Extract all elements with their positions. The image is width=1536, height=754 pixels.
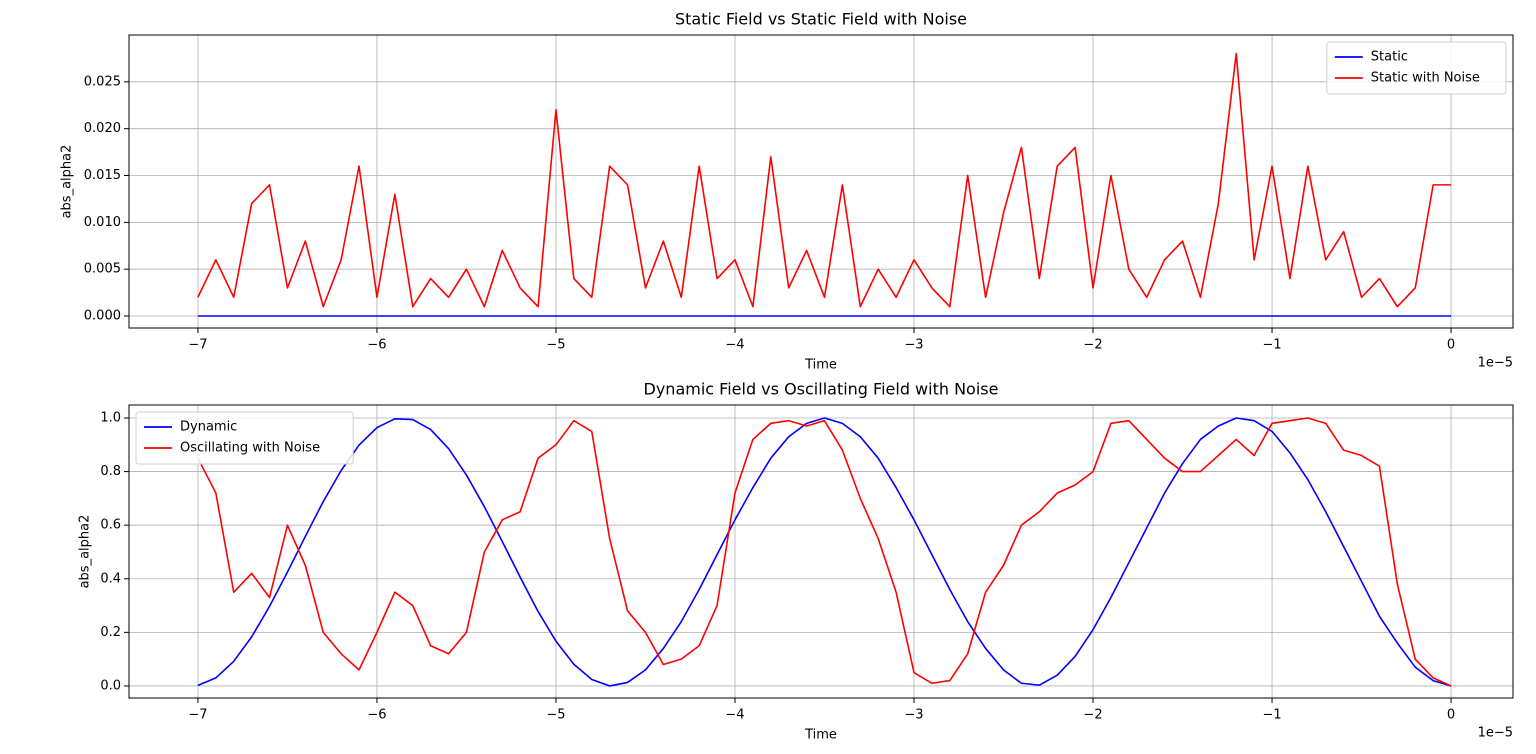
legend-label: Oscillating with Noise	[180, 441, 320, 456]
legend: Static Static with Noise	[1326, 41, 1507, 95]
legend-label: Static	[1371, 50, 1408, 65]
x-tick-label: −6	[367, 338, 386, 353]
legend-label: Static with Noise	[1371, 71, 1480, 86]
y-tick-label: 0.020	[84, 121, 121, 136]
y-tick-label: 0.015	[84, 168, 121, 183]
y-tick-label: 0.8	[100, 464, 121, 479]
plot-area	[197, 417, 1452, 687]
x-offset-label: 1e−5	[1478, 356, 1513, 371]
y-tick-label: 0.025	[84, 74, 121, 89]
y-tick-label: 0.6	[100, 518, 121, 533]
x-tick-label: −2	[1083, 708, 1102, 723]
x-tick-label: −4	[725, 338, 744, 353]
x-tick-label: −2	[1083, 338, 1102, 353]
series-line	[197, 417, 1452, 687]
x-tick-label: −3	[904, 338, 923, 353]
chart-title: Static Field vs Static Field with Noise	[675, 10, 967, 29]
x-tick-label: −3	[904, 708, 923, 723]
x-tick-label: −5	[546, 708, 565, 723]
axes-frame	[128, 34, 1514, 329]
y-tick-label: 0.2	[100, 625, 121, 640]
subplot: Dynamic Field vs Oscillating Field with …	[78, 380, 1514, 743]
x-tick-label: −5	[546, 338, 565, 353]
legend-label: Dynamic	[180, 420, 237, 435]
chart-title: Dynamic Field vs Oscillating Field with …	[644, 380, 999, 399]
x-tick-label: −6	[367, 708, 386, 723]
y-tick-label: 0.000	[84, 309, 121, 324]
x-tick-label: −4	[725, 708, 744, 723]
series-line	[197, 52, 1452, 308]
x-tick-label: 0	[1447, 338, 1455, 353]
plot-area	[197, 52, 1452, 317]
y-tick-label: 0.005	[84, 262, 121, 277]
y-tick-label: 0.010	[84, 215, 121, 230]
x-tick-label: 0	[1447, 708, 1455, 723]
x-tick-label: −1	[1262, 708, 1281, 723]
x-tick-label: −7	[188, 338, 207, 353]
legend: Dynamic Oscillating with Noise	[135, 411, 354, 465]
x-offset-label: 1e−5	[1478, 726, 1513, 741]
y-tick-label: 1.0	[100, 410, 121, 425]
subplot: Static Field vs Static Field with Noise T…	[60, 10, 1514, 373]
y-axis-label: abs_alpha2	[78, 515, 93, 589]
y-axis-label: abs_alpha2	[60, 145, 75, 219]
axes-frame	[128, 404, 1514, 699]
y-tick-label: 0.0	[100, 678, 121, 693]
y-tick-label: 0.4	[100, 571, 121, 586]
series-line	[197, 417, 1452, 687]
x-axis-label: Time	[804, 728, 837, 743]
legend-box	[135, 411, 354, 465]
x-tick-label: −1	[1262, 338, 1281, 353]
x-tick-label: −7	[188, 708, 207, 723]
legend-box	[1326, 41, 1507, 95]
x-axis-label: Time	[804, 358, 837, 373]
